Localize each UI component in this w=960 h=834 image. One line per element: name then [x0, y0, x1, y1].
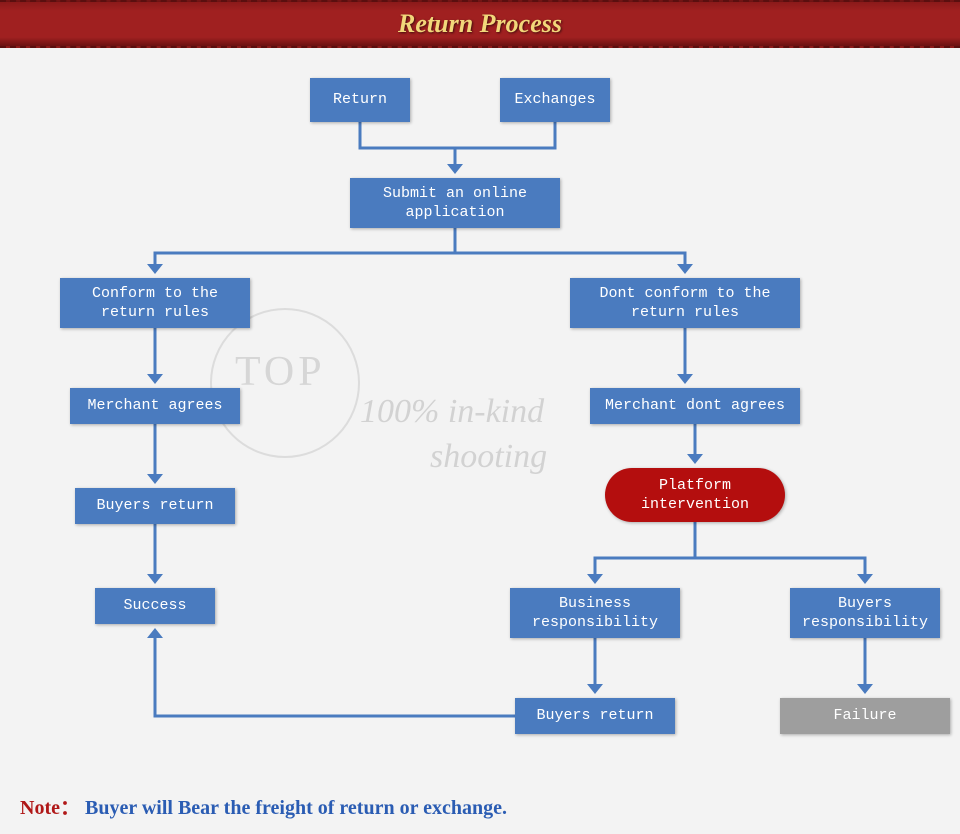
node-platform: Platform intervention: [605, 468, 785, 522]
flowchart-canvas: TOP 100% in-kind shooting Return Exchange…: [0, 48, 960, 788]
watermark-top: TOP: [235, 348, 326, 396]
node-dontconform: Dont conform to the return rules: [570, 278, 800, 328]
node-exchanges: Exchanges: [500, 78, 610, 122]
node-bizresp: Business responsibility: [510, 588, 680, 638]
node-buyersret2: Buyers return: [515, 698, 675, 734]
node-failure: Failure: [780, 698, 950, 734]
note-label: Note：: [20, 797, 80, 819]
node-mdontagree: Merchant dont agrees: [590, 388, 800, 424]
node-magree: Merchant agrees: [70, 388, 240, 424]
watermark-circle: [210, 308, 360, 458]
note-text: Buyer will Bear the freight of return or…: [85, 797, 507, 819]
node-success: Success: [95, 588, 215, 624]
header-banner: Return Process: [0, 0, 960, 48]
watermark-line2: shooting: [430, 438, 547, 476]
node-return: Return: [310, 78, 410, 122]
node-buyresp: Buyers responsibility: [790, 588, 940, 638]
node-submit: Submit an online application: [350, 178, 560, 228]
footer-note: Note： Buyer will Bear the freight of ret…: [0, 783, 960, 834]
node-buyersret1: Buyers return: [75, 488, 235, 524]
watermark-line1: 100% in-kind: [360, 393, 544, 431]
node-conform: Conform to the return rules: [60, 278, 250, 328]
page-title: Return Process: [398, 9, 562, 39]
